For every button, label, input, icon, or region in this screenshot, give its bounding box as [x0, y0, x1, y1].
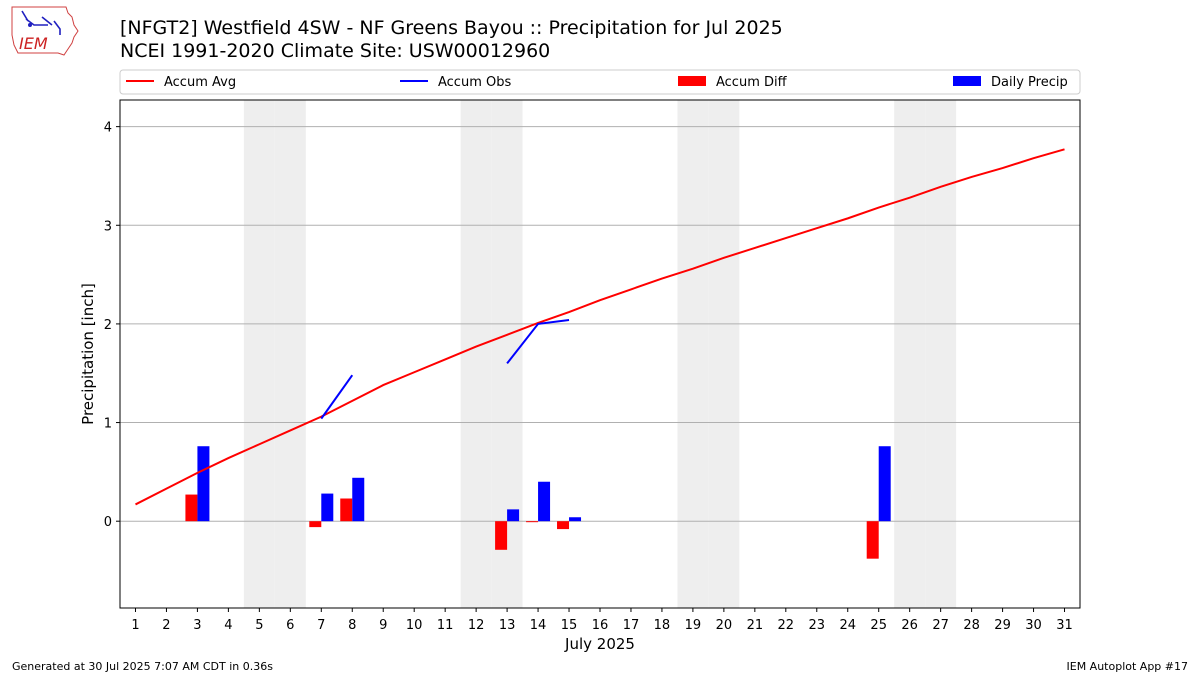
- weekend-band-5: [243, 100, 275, 608]
- y-tick-label-3: 3: [104, 219, 112, 234]
- x-tick-label-21: 21: [747, 618, 764, 633]
- legend-swatch-daily-precip: [953, 76, 981, 86]
- x-tick-label-29: 29: [994, 618, 1011, 633]
- x-tick-label-11: 11: [437, 618, 454, 633]
- daily-precip-bar-day-14: [538, 481, 551, 522]
- x-tick-label-13: 13: [499, 618, 516, 633]
- accum-obs-line-segment-1: [320, 374, 354, 420]
- x-tick-label-5: 5: [255, 618, 263, 633]
- legend: Accum Avg Accum Obs Accum Diff Daily Precip: [119, 69, 1081, 95]
- x-tick-label-3: 3: [193, 618, 201, 633]
- daily-precip-bar-day-15: [569, 517, 582, 522]
- x-tick-label-14: 14: [530, 618, 547, 633]
- weekend-band-27: [925, 100, 957, 608]
- iem-logo: IEM: [11, 6, 79, 56]
- x-tick-label-18: 18: [654, 618, 671, 633]
- weekend-band-26: [894, 100, 926, 608]
- x-tick-label-20: 20: [716, 618, 733, 633]
- x-tick-label-4: 4: [224, 618, 232, 633]
- daily-precip-bar-day-7: [321, 493, 334, 522]
- weekend-band-20: [708, 100, 740, 608]
- daily-precip-bar-day-8: [352, 477, 365, 522]
- legend-frame: [119, 69, 1081, 95]
- x-tick-label-15: 15: [561, 618, 578, 633]
- weekend-shading: [243, 100, 957, 608]
- x-tick-label-28: 28: [963, 618, 980, 633]
- legend-label-daily-precip: Daily Precip: [991, 75, 1068, 90]
- x-axis: 1 2 3 4 5 6 7 8 9 10 11 12 13 14 15 16 17 18 19 20 21 22 23 24 2…: [131, 608, 1073, 633]
- x-tick-label-1: 1: [131, 618, 139, 633]
- x-tick-label-24: 24: [839, 618, 856, 633]
- y-tick-label-0: 0: [104, 515, 112, 530]
- accum-diff-bar-day-25: [866, 521, 879, 559]
- y-tick-label-4: 4: [104, 121, 112, 136]
- x-tick-label-16: 16: [592, 618, 609, 633]
- x-tick-label-26: 26: [901, 618, 918, 633]
- x-tick-label-25: 25: [870, 618, 887, 633]
- x-tick-label-8: 8: [348, 618, 356, 633]
- legend-swatch-accum-diff: [678, 76, 706, 86]
- x-tick-label-12: 12: [468, 618, 485, 633]
- x-tick-label-31: 31: [1056, 618, 1073, 633]
- daily-precip-bar-day-13: [507, 509, 520, 522]
- x-tick-label-7: 7: [317, 618, 325, 633]
- weekend-band-6: [274, 100, 306, 608]
- accum-avg-line: [135, 148, 1065, 506]
- y-tick-label-2: 2: [104, 318, 112, 333]
- y-axis-label: Precipitation [inch]: [79, 283, 97, 425]
- accum-diff-bar-day-15: [557, 521, 570, 530]
- daily-precip-bar-day-25: [878, 446, 891, 522]
- x-tick-label-30: 30: [1025, 618, 1042, 633]
- x-tick-label-22: 22: [778, 618, 795, 633]
- chart-title: [NFGT2] Westfield 4SW - NF Greens Bayou …: [120, 17, 783, 39]
- accum-diff-bar-day-14: [526, 521, 539, 523]
- accum-diff-bar-day-13: [495, 521, 508, 550]
- x-axis-label: July 2025: [564, 635, 635, 653]
- x-tick-label-27: 27: [932, 618, 949, 633]
- accum-diff-bar-day-8: [340, 498, 353, 522]
- chart-subtitle: NCEI 1991-2020 Climate Site: USW00012960: [120, 40, 551, 62]
- weekend-band-19: [677, 100, 709, 608]
- accum-diff-bar-day-7: [309, 521, 322, 528]
- x-tick-label-6: 6: [286, 618, 294, 633]
- app-credit: IEM Autoplot App #17: [1066, 660, 1189, 673]
- accum-diff-bar-day-3: [185, 494, 198, 522]
- x-tick-label-10: 10: [406, 618, 423, 633]
- y-axis: 0 1 2 3 4: [104, 121, 120, 530]
- x-tick-label-19: 19: [685, 618, 702, 633]
- accum-obs-line-segment-2: [506, 318, 570, 364]
- y-tick-label-1: 1: [104, 417, 112, 432]
- x-tick-label-9: 9: [379, 618, 387, 633]
- legend-label-accum-obs: Accum Obs: [438, 75, 511, 90]
- x-tick-label-2: 2: [162, 618, 170, 633]
- daily-precip-bar-day-3: [197, 446, 210, 522]
- x-tick-label-17: 17: [623, 618, 640, 633]
- weekend-band-12: [460, 100, 492, 608]
- bar-series: [185, 446, 891, 559]
- legend-label-accum-avg: Accum Avg: [164, 75, 236, 90]
- y-gridlines: [120, 126, 1080, 522]
- logo-text: IEM: [19, 34, 48, 53]
- x-tick-label-23: 23: [809, 618, 826, 633]
- generated-timestamp: Generated at 30 Jul 2025 7:07 AM CDT in …: [12, 660, 273, 673]
- line-series: [135, 148, 1065, 506]
- legend-label-accum-diff: Accum Diff: [716, 75, 788, 90]
